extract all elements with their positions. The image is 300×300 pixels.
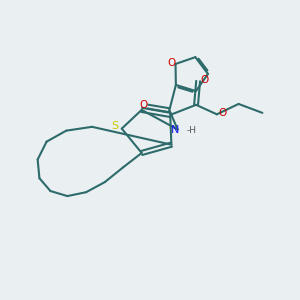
- Text: O: O: [168, 58, 176, 68]
- Text: -H: -H: [187, 126, 197, 135]
- Text: O: O: [140, 100, 148, 110]
- Text: N: N: [171, 124, 179, 134]
- Text: S: S: [112, 121, 119, 131]
- Text: O: O: [219, 108, 227, 118]
- Text: O: O: [201, 75, 209, 85]
